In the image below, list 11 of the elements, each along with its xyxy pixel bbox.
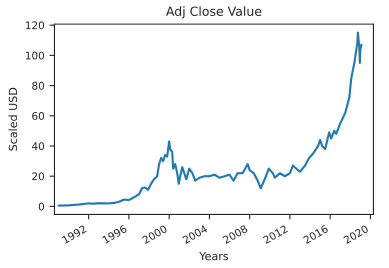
y-tick-label: 0 [38, 202, 44, 210]
y-tick-label: 60 [32, 112, 44, 120]
y-tick-label: 20 [32, 172, 44, 180]
y-tick-label: 80 [32, 82, 44, 90]
y-axis-title: Scaled USD [8, 88, 18, 151]
y-tick-label: 120 [26, 21, 44, 30]
x-axis-title: Years [199, 252, 228, 260]
chart-title: Adj Close Value [166, 6, 262, 18]
line-series [57, 32, 362, 207]
y-tick-label: 40 [32, 142, 44, 150]
y-tick-label: 100 [26, 52, 44, 60]
